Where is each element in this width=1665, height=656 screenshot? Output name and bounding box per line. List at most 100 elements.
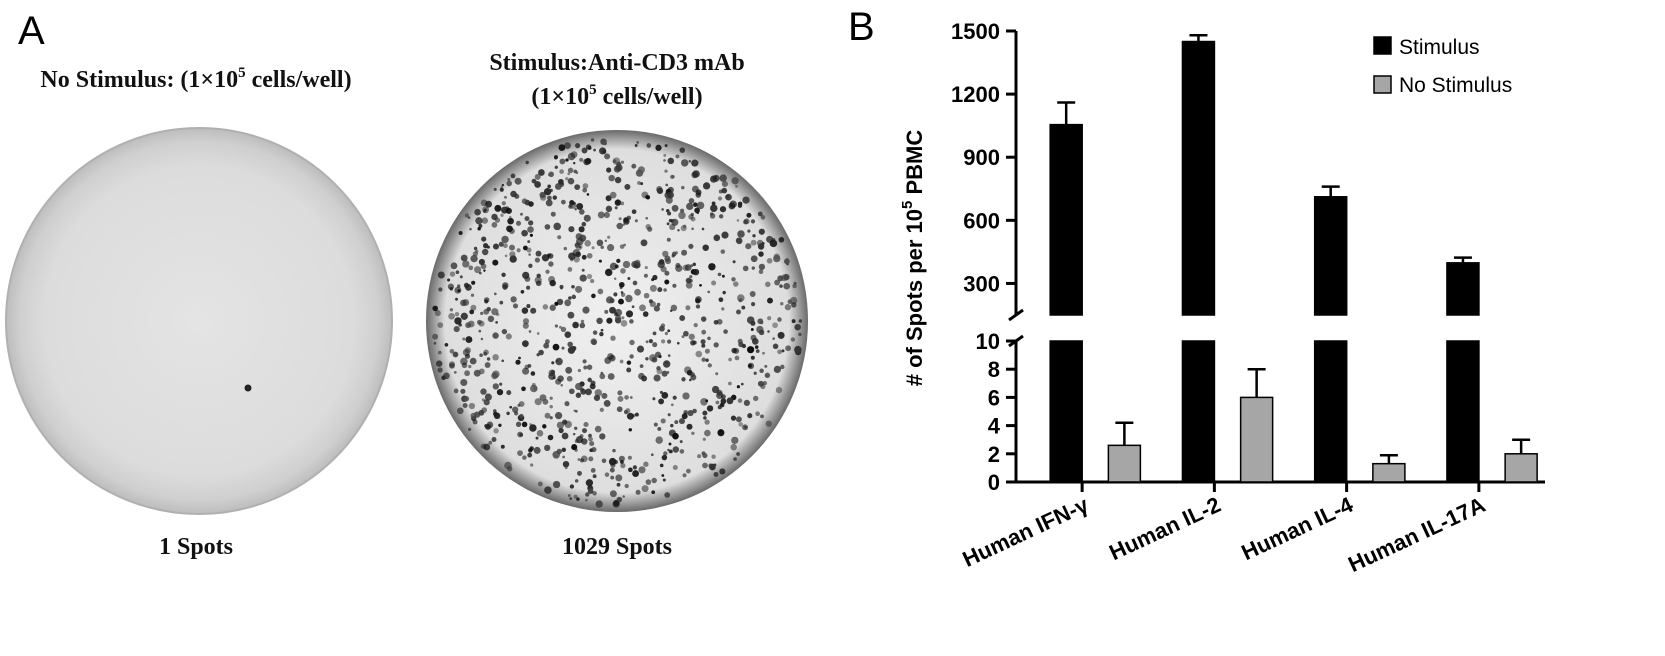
well-spot: [631, 163, 637, 169]
well-spot: [620, 320, 628, 327]
well-spot: [632, 470, 640, 478]
well-spot: [646, 143, 652, 148]
well-spot: [493, 411, 498, 417]
well-spot: [589, 448, 594, 453]
well-spot: [569, 484, 575, 489]
well-spot: [665, 258, 671, 265]
well-spot: [667, 191, 674, 199]
well-spot: [618, 217, 622, 221]
well-spot: [478, 329, 482, 333]
well-spot: [579, 458, 585, 463]
well-spot: [565, 177, 569, 181]
well-spot: [597, 211, 605, 219]
well-spot: [577, 368, 582, 373]
well-spot: [579, 274, 587, 282]
well-spot: [487, 315, 495, 323]
well-spot: [567, 341, 573, 348]
well-spot: [688, 243, 694, 249]
well-spot: [573, 426, 578, 431]
well-spot: [538, 349, 544, 356]
y-tick-label: 10: [976, 329, 1000, 354]
well-spot: [506, 180, 512, 187]
well-spot: [592, 330, 598, 335]
well-spot: [499, 300, 504, 305]
well-spot: [664, 270, 670, 276]
well-spot: [688, 198, 695, 204]
well-spot: [610, 335, 616, 341]
well-spot: [561, 346, 565, 350]
well-spot: [606, 317, 613, 324]
well-spot: [733, 457, 737, 461]
well-spot: [470, 293, 475, 297]
well-spot: [549, 396, 553, 400]
well-spot: [790, 337, 796, 342]
well-spot: [766, 257, 773, 264]
well-spot: [632, 465, 638, 470]
well-spot: [719, 206, 727, 213]
well-spot: [737, 338, 743, 344]
legend-swatch-stimulus: [1373, 36, 1392, 55]
well-spot: [748, 364, 752, 368]
well-spot: [572, 321, 579, 329]
well-spot: [737, 230, 745, 238]
well-spot: [492, 383, 499, 390]
well-spot: [664, 492, 671, 498]
well-spot: [640, 239, 648, 247]
well-spot: [629, 396, 633, 399]
well-spot: [477, 226, 481, 231]
well-spot: [711, 201, 716, 206]
well-spot: [488, 440, 493, 445]
well-spot: [507, 217, 514, 225]
well-spot: [581, 147, 588, 154]
well-spot: [525, 160, 529, 165]
well-spot: [581, 268, 585, 272]
well-spot: [460, 388, 466, 394]
well-spot: [665, 183, 668, 187]
well-spot: [658, 398, 665, 405]
bar-no-stimulus: [1239, 396, 1274, 483]
well-spot: [736, 385, 741, 389]
well-spot: [679, 147, 686, 153]
well-spot: [764, 364, 768, 368]
axis-break-mark: [1008, 308, 1024, 322]
well-spot: [612, 159, 617, 164]
well-spot: [481, 248, 489, 256]
well-spot: [609, 306, 616, 314]
well-spot: [568, 226, 575, 233]
well-spot: [669, 309, 673, 312]
well-spot: [617, 390, 623, 396]
x-tick-label: Human IL-2: [1105, 492, 1224, 565]
stimulated-well-image: [426, 130, 808, 512]
well-spot: [631, 305, 635, 309]
well-spot: [547, 184, 552, 189]
well-spot: [501, 272, 506, 277]
well-spot: [566, 375, 573, 382]
well-spot: [736, 452, 740, 456]
well-spot: [738, 422, 744, 427]
well-spot: [719, 402, 725, 408]
well-spot: [460, 299, 467, 307]
well-spot: [542, 304, 549, 310]
well-spot: [626, 412, 634, 420]
well-spot: [599, 373, 606, 380]
well-spot: [750, 255, 758, 263]
well-spot: [607, 353, 614, 360]
well-spot: [622, 223, 625, 226]
well-spot: [465, 336, 473, 344]
bar-stimulus: [1446, 262, 1480, 316]
well-spot: [556, 421, 564, 429]
well-spot: [548, 372, 556, 380]
well-spot: [608, 174, 615, 182]
well-spot: [627, 455, 632, 460]
bar-no-stimulus: [1504, 453, 1538, 483]
well-spot: [590, 467, 596, 473]
well-spot: [545, 269, 550, 274]
well-spot: [610, 475, 615, 480]
well-spot: [697, 454, 702, 459]
well-spot: [721, 307, 725, 311]
well-spot: [609, 490, 617, 498]
bar-no-stimulus: [1107, 444, 1142, 483]
well-spot: [567, 177, 575, 185]
well-spot: [634, 259, 641, 266]
well-spot: [686, 468, 691, 474]
